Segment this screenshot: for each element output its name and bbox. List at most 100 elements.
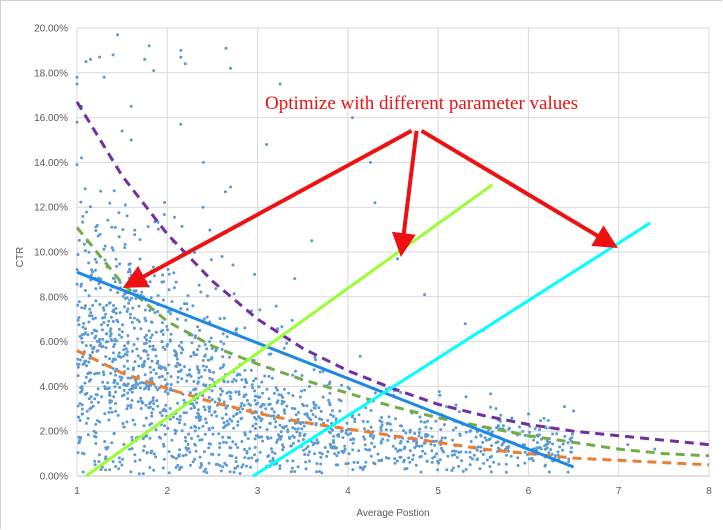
scatter-point <box>75 82 79 86</box>
scatter-point <box>84 421 88 425</box>
scatter-point <box>180 377 184 381</box>
scatter-point <box>80 306 84 310</box>
scatter-point <box>274 420 278 424</box>
scatter-point <box>89 371 92 375</box>
scatter-point <box>433 455 437 459</box>
scatter-point <box>430 449 434 453</box>
scatter-point <box>344 431 348 435</box>
scatter-point <box>417 444 421 448</box>
scatter-point <box>224 406 228 410</box>
scatter-point <box>77 238 81 242</box>
scatter-point <box>126 391 130 395</box>
scatter-point <box>404 431 408 435</box>
scatter-point <box>207 396 211 399</box>
scatter-point <box>163 424 167 428</box>
scatter-point <box>275 440 279 444</box>
scatter-point <box>122 383 126 387</box>
scatter-point <box>103 385 107 389</box>
scatter-point <box>127 276 131 280</box>
scatter-point <box>435 452 438 456</box>
scatter-point <box>210 389 214 393</box>
scatter-point <box>320 452 324 456</box>
scatter-point <box>178 466 182 470</box>
scatter-point <box>166 328 169 332</box>
y-tick-label: 12.00% <box>34 203 68 214</box>
scatter-point <box>548 440 552 444</box>
scatter-point <box>155 399 159 403</box>
scatter-point <box>414 463 418 467</box>
scatter-point <box>265 143 269 146</box>
scatter-point <box>546 419 550 422</box>
scatter-point <box>139 386 142 390</box>
scatter-point <box>84 392 87 396</box>
scatter-point <box>154 385 158 389</box>
scatter-point <box>161 298 165 302</box>
scatter-point <box>91 270 95 274</box>
scatter-point <box>104 468 108 472</box>
scatter-point <box>196 348 200 352</box>
scatter-point <box>317 417 321 421</box>
scatter-point <box>521 430 525 433</box>
scatter-point <box>302 448 306 452</box>
scatter-point <box>89 406 93 410</box>
scatter-point <box>222 380 226 384</box>
scatter-point <box>329 444 333 448</box>
scatter-point <box>171 389 175 392</box>
scatter-point <box>104 312 108 316</box>
scatter-point <box>341 436 345 440</box>
scatter-point <box>240 378 244 382</box>
scatter-point <box>258 450 262 454</box>
scatter-point <box>84 60 88 64</box>
scatter-point <box>424 435 428 439</box>
scatter-point <box>445 468 449 472</box>
scatter-point <box>167 471 171 475</box>
scatter-point <box>130 390 134 394</box>
scatter-point <box>433 443 437 447</box>
scatter-point <box>476 457 480 461</box>
scatter-point <box>180 340 183 344</box>
scatter-point <box>327 430 331 434</box>
scatter-point <box>532 438 536 442</box>
scatter-point <box>253 445 257 449</box>
scatter-point <box>238 410 242 414</box>
scatter-point <box>222 440 225 444</box>
scatter-point <box>282 445 285 449</box>
scatter-point <box>131 306 135 310</box>
scatter-point <box>207 461 211 465</box>
scatter-point <box>258 435 262 439</box>
scatter-point <box>122 393 126 397</box>
scatter-point <box>129 403 133 407</box>
scatter-point <box>105 447 109 451</box>
scatter-point <box>160 340 164 344</box>
scatter-point <box>86 416 90 420</box>
scatter-point <box>129 273 133 277</box>
scatter-point <box>304 447 308 451</box>
scatter-point <box>169 383 173 386</box>
trend-line-2 <box>75 226 710 458</box>
scatter-point <box>196 325 200 329</box>
scatter-point <box>516 464 520 467</box>
scatter-point <box>387 415 391 419</box>
scatter-point <box>143 308 147 312</box>
scatter-point <box>217 453 221 457</box>
scatter-point <box>229 397 233 401</box>
scatter-point <box>193 251 197 254</box>
scatter-point <box>264 407 268 411</box>
scatter-point <box>190 341 194 345</box>
scatter-point <box>166 310 170 314</box>
scatter-point <box>566 441 570 445</box>
scatter-point <box>104 346 108 350</box>
scatter-point <box>101 363 105 367</box>
scatter-point <box>451 438 455 442</box>
scatter-point <box>138 381 142 385</box>
scatter-point <box>159 436 162 440</box>
scatter-point <box>150 376 154 380</box>
scatter-point <box>119 355 123 359</box>
scatter-point <box>469 429 473 433</box>
scatter-point <box>243 385 247 389</box>
scatter-point <box>222 363 226 367</box>
scatter-point <box>265 387 269 391</box>
scatter-point <box>168 407 172 410</box>
